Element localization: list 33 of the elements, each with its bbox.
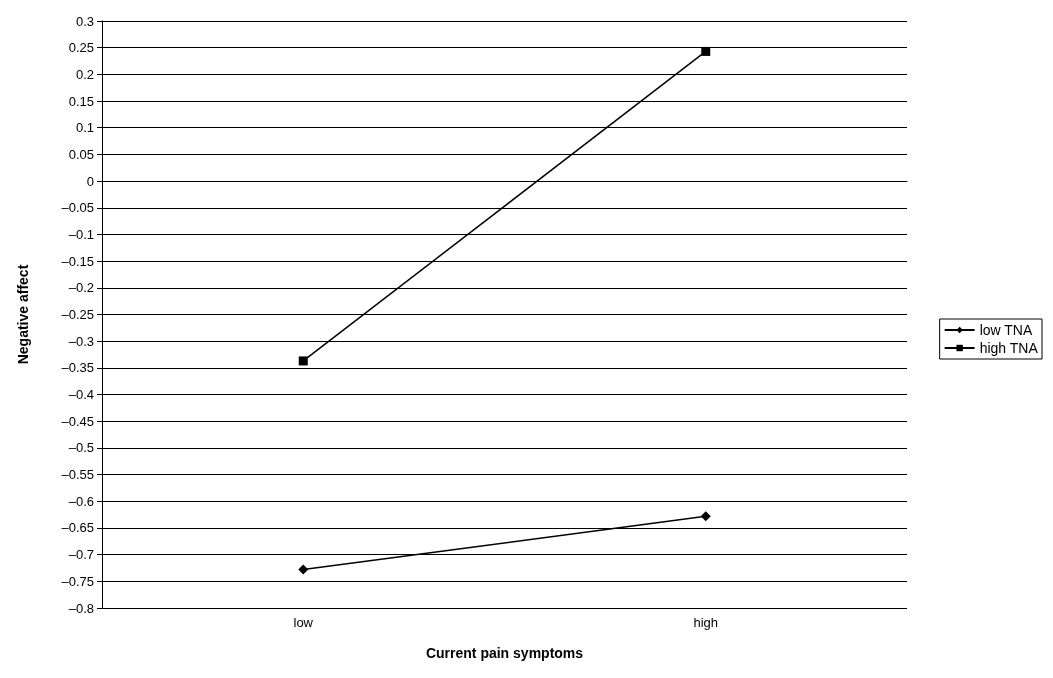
- y-tick-label: –0.75: [61, 573, 94, 589]
- y-tick-label: –0.8: [68, 600, 94, 616]
- point: [298, 356, 308, 366]
- y-tick-label: –0.65: [61, 520, 94, 536]
- legend-label: high TNA: [979, 340, 1039, 356]
- y-tick-label: –0.55: [61, 467, 94, 483]
- y-tick-label: –0.45: [61, 413, 94, 429]
- y-tick-label: 0.3: [75, 13, 94, 29]
- y-tick-label: –0.6: [68, 493, 94, 509]
- y-tick-label: –0.3: [68, 333, 94, 349]
- legend-label: low TNA: [979, 322, 1033, 338]
- y-axis-title: Negative affect: [15, 264, 31, 365]
- y-tick-label: –0.2: [68, 280, 94, 296]
- y-tick-label: –0.05: [61, 200, 94, 216]
- y-tick-label: –0.25: [61, 307, 94, 322]
- y-tick-label: –0.1: [68, 226, 94, 242]
- y-tick-label: 0.2: [75, 66, 94, 82]
- x-tick-label: high: [693, 615, 719, 630]
- x-axis-title: Current pain symptoms: [425, 645, 584, 661]
- y-tick-label: –0.15: [61, 253, 94, 269]
- y-tick-label: 0.05: [68, 146, 94, 162]
- y-tick-label: 0.1: [75, 120, 94, 136]
- x-tick-label: low: [293, 615, 314, 630]
- y-tick-label: –0.7: [68, 547, 94, 563]
- y-tick-label: 0: [86, 173, 94, 189]
- y-tick-label: –0.5: [68, 440, 94, 456]
- point: [701, 46, 711, 56]
- y-tick-label: 0.25: [68, 40, 94, 56]
- y-tick-label: –0.35: [61, 360, 94, 376]
- point: [700, 511, 711, 522]
- point: [298, 564, 309, 575]
- y-tick-label: –0.4: [68, 387, 94, 403]
- y-tick-label: 0.15: [68, 93, 94, 109]
